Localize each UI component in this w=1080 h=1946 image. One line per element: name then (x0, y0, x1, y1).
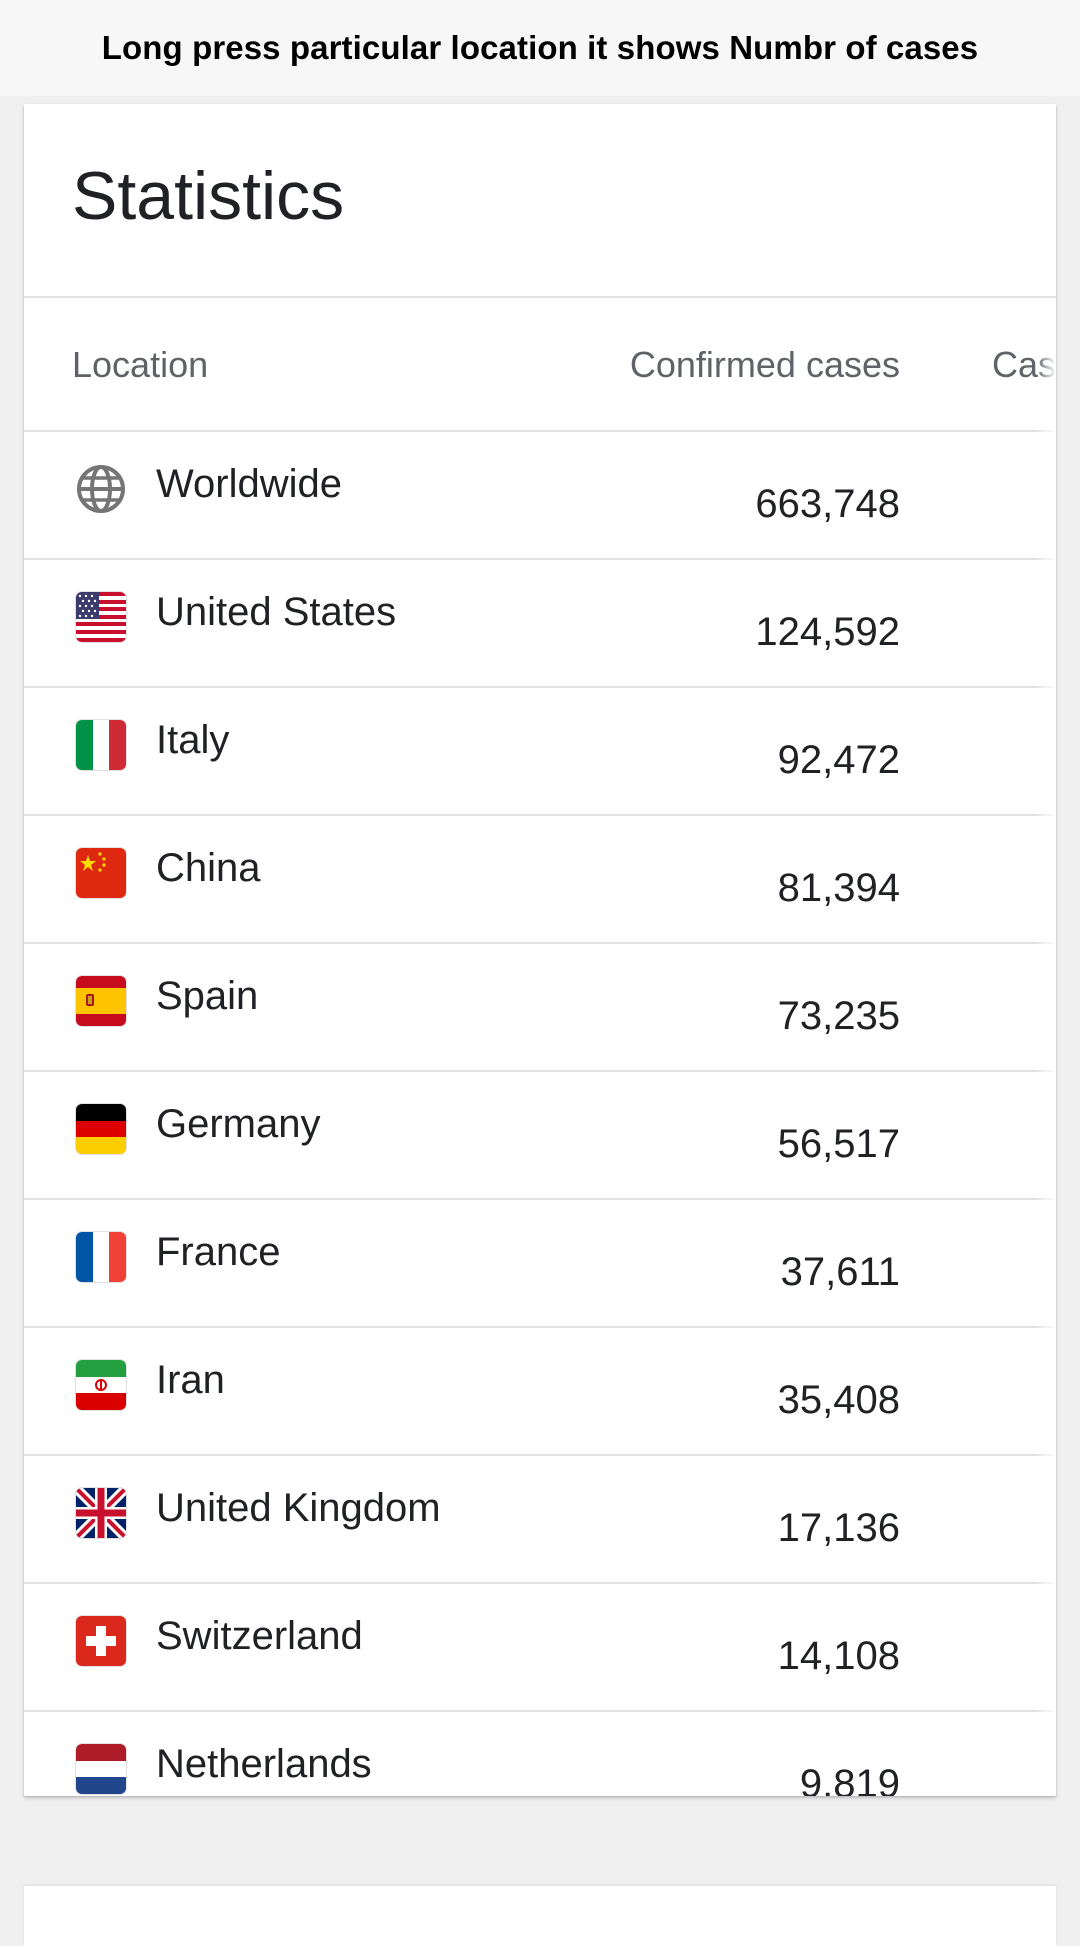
location-name: Worldwide (156, 462, 342, 506)
table-row-netherlands[interactable]: Netherlands 9,819 (24, 1712, 1056, 1796)
location-name: China (156, 846, 261, 890)
france-flag-icon (76, 1232, 126, 1282)
confirmed-cases-value: 9,819 (799, 1762, 900, 1796)
location-name: Spain (156, 974, 259, 1018)
globe-icon (76, 464, 126, 514)
germany-flag-icon (76, 1104, 126, 1154)
table-header: Location Confirmed cases Cas (24, 298, 1056, 432)
table-row-iran[interactable]: Iran 35,408 (24, 1328, 1056, 1456)
netherlands-flag-icon (76, 1744, 126, 1794)
title-divider (24, 296, 1056, 298)
statistics-card: Statistics Location Confirmed cases Cas … (24, 104, 1056, 1796)
horizontal-scroll-fade (1036, 298, 1056, 1796)
table-row-worldwide[interactable]: Worldwide 663,748 (24, 432, 1056, 560)
statistics-table: Worldwide 663,748 (24, 432, 1056, 1796)
switzerland-flag-icon (76, 1616, 126, 1666)
column-header-confirmed-cases[interactable]: Confirmed cases (629, 344, 900, 385)
location-name: Italy (156, 718, 230, 762)
confirmed-cases-value: 37,611 (780, 1250, 900, 1294)
location-name: United States (156, 590, 397, 634)
confirmed-cases-value: 663,748 (755, 482, 900, 526)
confirmed-cases-value: 35,408 (777, 1378, 900, 1422)
table-row-germany[interactable]: Germany 56,517 (24, 1072, 1056, 1200)
location-name: Germany (156, 1102, 321, 1146)
card-title: Statistics (72, 158, 345, 234)
uk-flag-icon (76, 1488, 126, 1538)
next-card (24, 1886, 1056, 1946)
italy-flag-icon (76, 720, 126, 770)
location-name: Netherlands (156, 1742, 372, 1786)
confirmed-cases-value: 73,235 (777, 994, 900, 1038)
confirmed-cases-value: 81,394 (777, 866, 900, 910)
table-row-united-kingdom[interactable]: United Kingdom 17,136 (24, 1456, 1056, 1584)
location-name: United Kingdom (156, 1486, 441, 1530)
table-row-china[interactable]: China 81,394 (24, 816, 1056, 944)
iran-flag-icon (76, 1360, 126, 1410)
location-name: France (156, 1230, 281, 1274)
confirmed-cases-value: 17,136 (777, 1506, 900, 1550)
column-header-location[interactable]: Location (72, 344, 209, 385)
table-row-switzerland[interactable]: Switzerland 14,108 (24, 1584, 1056, 1712)
table-row-spain[interactable]: Spain 73,235 (24, 944, 1056, 1072)
confirmed-cases-value: 14,108 (777, 1634, 900, 1678)
instruction-text: Long press particular location it shows … (101, 29, 979, 66)
confirmed-cases-value: 56,517 (777, 1122, 900, 1166)
confirmed-cases-value: 124,592 (755, 610, 900, 654)
instruction-banner: Long press particular location it shows … (0, 0, 1080, 96)
table-row-italy[interactable]: Italy 92,472 (24, 688, 1056, 816)
spain-flag-icon (76, 976, 126, 1026)
table-row-france[interactable]: France 37,611 (24, 1200, 1056, 1328)
confirmed-cases-value: 92,472 (777, 738, 900, 782)
header-divider (24, 430, 1056, 432)
us-flag-icon (76, 592, 126, 642)
location-name: Iran (156, 1358, 225, 1402)
china-flag-icon (76, 848, 126, 898)
table-row-united-states[interactable]: United States 124,592 (24, 560, 1056, 688)
location-name: Switzerland (156, 1614, 363, 1658)
